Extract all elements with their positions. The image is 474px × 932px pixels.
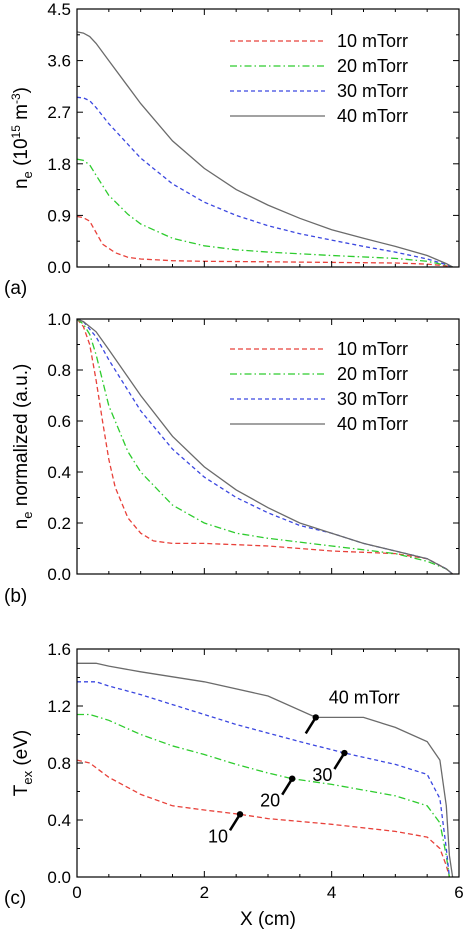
- series-line-20-mtorr: [77, 319, 454, 574]
- x-axis-label: X (cm): [240, 909, 296, 930]
- y-tick-label: 1.0: [47, 310, 71, 329]
- annotation-label: 20: [260, 791, 280, 811]
- y-tick-label: 3.6: [47, 52, 71, 71]
- legend-label: 10 mTorr: [337, 31, 408, 51]
- series-line-40-mtorr: [77, 662, 454, 877]
- y-axis-label: Tex (eV): [11, 730, 35, 797]
- x-tick-label: 4: [327, 883, 336, 902]
- annotation-pointer: [304, 716, 317, 735]
- annotation-pointer: [281, 778, 294, 796]
- legend-label: 30 mTorr: [337, 81, 408, 101]
- x-tick-label: 2: [200, 883, 209, 902]
- series-line-30-mtorr: [77, 681, 451, 877]
- series-line-10-mtorr: [77, 759, 451, 877]
- plot-frame: [76, 648, 460, 878]
- y-tick-label: 0.2: [47, 514, 71, 533]
- series-line-20-mtorr: [77, 713, 451, 877]
- y-tick-label: 2.7: [47, 103, 71, 122]
- annotation-label: 40 mTorr: [329, 687, 400, 707]
- panel-label: (a): [4, 278, 27, 299]
- series-line-10-mtorr: [77, 215, 453, 267]
- series-line-40-mtorr: [77, 31, 453, 267]
- panel-3: 0.0 0.4 0.8 1.2 1.6 0 2 4 6 X (cm) (c) Tex (eV) 40 m…: [4, 640, 464, 930]
- series-group: [77, 662, 454, 877]
- series-group: [77, 31, 453, 267]
- panel-label: (c): [4, 888, 26, 909]
- legend-label: 20 mTorr: [337, 56, 408, 76]
- y-tick-label: 4.5: [47, 0, 71, 19]
- y-tick-label: 1.6: [47, 640, 71, 659]
- annotation-pointer: [228, 813, 242, 831]
- y-axis-label: ne normalized (a.u.): [11, 364, 35, 530]
- series-group: [77, 319, 454, 574]
- legend-label: 10 mTorr: [337, 339, 408, 359]
- y-tick-label: 0.0: [47, 868, 71, 887]
- series-line-40-mtorr: [77, 319, 454, 574]
- legend-label: 40 mTorr: [337, 414, 408, 434]
- y-tick-label: 0.9: [47, 206, 71, 225]
- series-line-20-mtorr: [77, 158, 453, 267]
- y-tick-label: 0.8: [47, 361, 71, 380]
- legend-label: 20 mTorr: [337, 364, 408, 384]
- panel-2: 0.0 0.2 0.4 0.6 0.8 1.0 (b) ne normalized (a.u.…: [4, 310, 460, 607]
- y-axis-label: ne (1015 m-3): [9, 87, 35, 189]
- annotation-label: 30: [312, 765, 332, 785]
- y-tick-label: 0.6: [47, 412, 71, 431]
- x-tick-label: 6: [454, 883, 463, 902]
- panel-label: (b): [4, 586, 27, 607]
- annotation-label: 10: [208, 826, 228, 846]
- panel-1: 0.0 0.9 1.8 2.7 3.6 4.5 (a) ne (1015 m-3) 10 mTo…: [4, 0, 460, 299]
- y-tick-label: 0.0: [47, 258, 71, 277]
- x-tick-label: 0: [72, 883, 81, 902]
- y-tick-label: 1.2: [47, 697, 71, 716]
- y-tick-label: 0.4: [47, 811, 71, 830]
- y-tick-label: 1.8: [47, 155, 71, 174]
- legend-label: 40 mTorr: [337, 106, 408, 126]
- annotation-pointer: [333, 752, 346, 770]
- y-tick-label: 0.4: [47, 463, 71, 482]
- y-tick-label: 0.8: [47, 754, 71, 773]
- legend-label: 30 mTorr: [337, 389, 408, 409]
- y-tick-label: 0.0: [47, 565, 71, 584]
